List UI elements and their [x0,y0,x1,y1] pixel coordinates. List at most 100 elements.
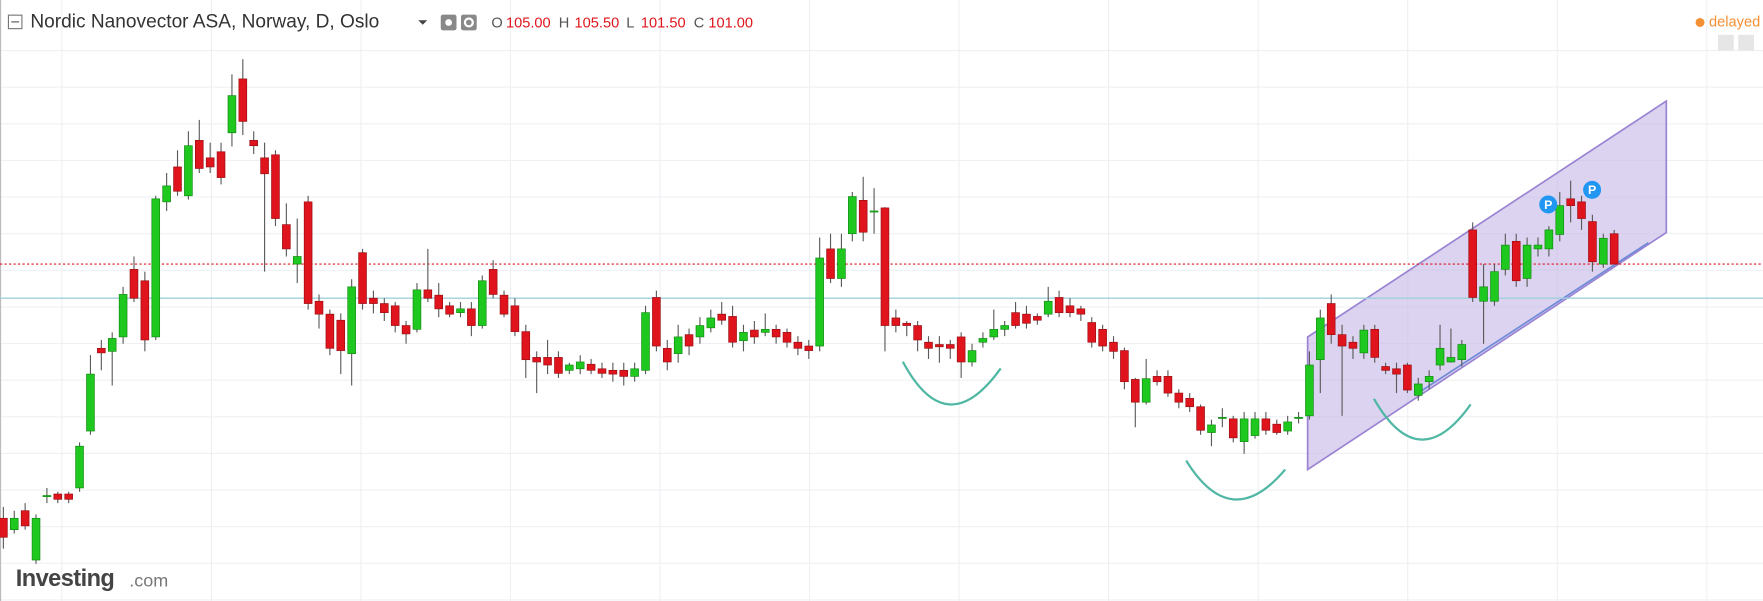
candle-body [1239,418,1249,442]
candle-body [706,317,716,329]
marker-label: P [1588,183,1596,197]
logo: Investing .com [16,566,169,592]
candle-body [641,312,650,371]
candle-body [249,140,258,147]
candle-body [782,332,792,343]
candle-body [216,151,226,178]
candle-body [793,341,803,349]
candle-body [869,210,879,213]
candle-body [771,328,781,338]
candle-body [1174,392,1184,403]
candle-body [227,95,237,134]
candle-body [151,198,161,338]
candle-body [1577,201,1586,219]
candle-body [31,517,41,561]
symbol-title: Nordic Nanovector ASA, Norway, D, Oslo [30,12,379,33]
candle-body [271,154,280,219]
logo-suffix: .com [129,571,168,591]
candle-body [1283,421,1292,432]
candle-body [1544,229,1554,250]
candle-body [1511,240,1521,282]
candle-body [412,289,422,330]
candle-body [140,280,150,341]
eye-icon [445,19,452,26]
ohlc-value: 105.50 [575,15,620,31]
candle-body [837,248,846,279]
candle-body [369,297,378,304]
candle-body [162,185,171,203]
candle-body [575,361,585,370]
candle-body [86,373,95,432]
candle-body [826,248,835,279]
candle-body [913,325,922,341]
arc [1185,459,1287,501]
ohlc-value: 101.50 [641,15,686,31]
candle-body [1272,423,1282,433]
candle-body [848,196,857,235]
candle-body [1533,244,1543,250]
scroll-button[interactable] [1718,34,1734,51]
candle-body [97,347,106,354]
candle-body [1370,328,1380,358]
candle-body [739,332,748,342]
candle-body [956,336,966,363]
candle-body [184,145,193,197]
candle-body [390,305,400,326]
candle-body [521,331,531,361]
candle-body [1479,286,1488,302]
settings-button[interactable] [460,14,477,31]
candle-body [1294,417,1303,419]
candle-body [1555,205,1565,235]
candle-body [456,308,465,313]
candle-body [1000,325,1009,330]
candle-body [1120,350,1129,383]
dropdown-caret[interactable] [418,20,428,25]
trend-line [1413,241,1649,397]
marker[interactable] [1539,195,1558,214]
candle-body [129,269,139,299]
candle-body [684,334,694,347]
candle-body [902,322,912,326]
candle-body [804,345,814,351]
candle-body [477,280,487,326]
candle-body [1599,237,1608,265]
candle-body [314,300,324,315]
candle-body [1490,271,1499,302]
candle-body [42,495,52,497]
candle-body [1566,198,1575,206]
candle-body [1163,376,1173,394]
candle-body [1033,316,1042,321]
candle-body [945,344,955,349]
candle-body [554,357,563,374]
candle-body [935,344,944,348]
annotation-markers: P P [1539,180,1602,214]
candle-body [1413,383,1423,396]
candle-body [880,207,890,326]
candle-body [1141,378,1151,403]
candle-body [205,157,215,168]
marker[interactable] [1583,180,1602,199]
candle-body [1228,418,1238,439]
candle-body [1011,312,1020,326]
ohlc-key: L [626,15,634,31]
candle-body [858,199,868,233]
candle-body [1054,297,1064,313]
candle-body [597,368,607,374]
candle-body [488,269,498,295]
candle-body [1348,341,1358,349]
candle-body [347,286,356,354]
candle-body [401,325,411,335]
scroll-button[interactable] [1738,34,1755,51]
ohlc-value: 105.00 [506,15,551,31]
candle-body [434,294,443,310]
candle-body [467,308,476,326]
candle-body [510,305,520,332]
candle-body [1326,303,1336,335]
candle-body [1305,364,1314,417]
candle-body [924,341,933,349]
candle-body [608,369,618,375]
candle-body [292,256,302,265]
ohlc-value: 101.00 [708,15,753,31]
candle-body [1588,221,1597,263]
candle-body [673,336,683,354]
